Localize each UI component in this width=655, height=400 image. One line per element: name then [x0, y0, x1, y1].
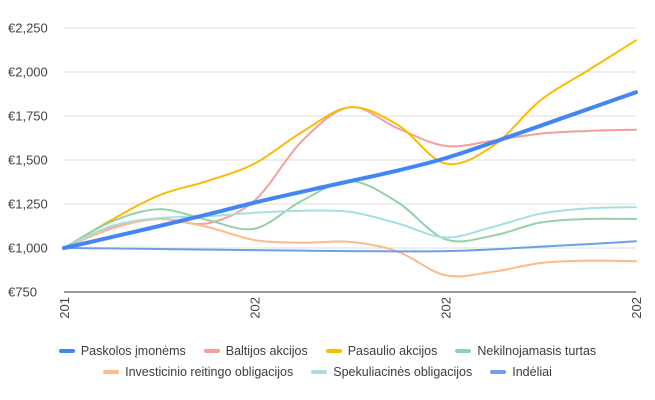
y-tick-label: €750 — [8, 285, 37, 300]
legend-swatch — [103, 370, 120, 374]
legend-label: Spekuliacinės obligacijos — [333, 365, 473, 379]
y-tick-label: €1,250 — [8, 197, 48, 212]
x-tick-label: 202 — [629, 297, 644, 319]
legend-item: Indėliai — [490, 365, 552, 379]
legend-swatch — [490, 370, 507, 374]
legend-swatch — [325, 349, 342, 353]
series-line — [63, 206, 637, 249]
legend-label: Nekilnojamasis turtas — [477, 344, 597, 358]
series-lines — [62, 39, 638, 278]
legend-item: Baltijos akcijos — [203, 344, 308, 358]
x-axis-ticks: 201 202 202 202 — [57, 297, 644, 319]
x-tick-label: 201 — [57, 297, 72, 319]
legend-label: Investicinio reitingo obligacijos — [125, 365, 294, 379]
legend-item: Investicinio reitingo obligacijos — [103, 365, 293, 379]
series-line — [63, 240, 637, 253]
grid-lines — [64, 27, 636, 293]
legend-label: Pasaulio akcijos — [347, 344, 438, 358]
legend-label: Indėliai — [512, 365, 552, 379]
series-line — [63, 180, 637, 249]
legend-item: Pasaulio akcijos — [325, 344, 438, 358]
y-axis-ticks: €750 €1,000 €1,250 €1,500 €1,750 €2,000 €2,250 — [8, 21, 48, 300]
x-tick-label: 202 — [248, 297, 263, 319]
legend-swatch — [203, 349, 220, 353]
y-tick-label: €2,250 — [8, 21, 48, 36]
y-tick-label: €1,500 — [8, 153, 48, 168]
y-tick-label: €2,000 — [8, 65, 48, 80]
x-tick-label: 202 — [438, 297, 453, 319]
line-chart: €750 €1,000 €1,250 €1,500 €1,750 €2,000 €2,250… — [8, 21, 644, 319]
legend-item: Spekuliacinės obligacijos — [311, 365, 472, 379]
series-line — [62, 90, 638, 250]
series-line — [63, 39, 637, 249]
y-tick-label: €1,000 — [8, 241, 48, 256]
legend-row-1: Paskolos įmonėms Baltijos akcijos Pasaulio… — [0, 344, 655, 358]
legend-row-2: Investicinio reitingo obligacijos Spekuli… — [0, 365, 655, 379]
legend-swatch — [58, 349, 75, 353]
legend-label: Baltijos akcijos — [225, 344, 308, 358]
legend-item: Nekilnojamasis turtas — [455, 344, 596, 358]
legend-swatch — [311, 370, 328, 374]
legend-swatch — [455, 349, 472, 353]
legend-label: Paskolos įmonėms — [80, 344, 186, 358]
legend-item: Paskolos įmonėms — [58, 344, 186, 358]
y-tick-label: €1,750 — [8, 109, 48, 124]
